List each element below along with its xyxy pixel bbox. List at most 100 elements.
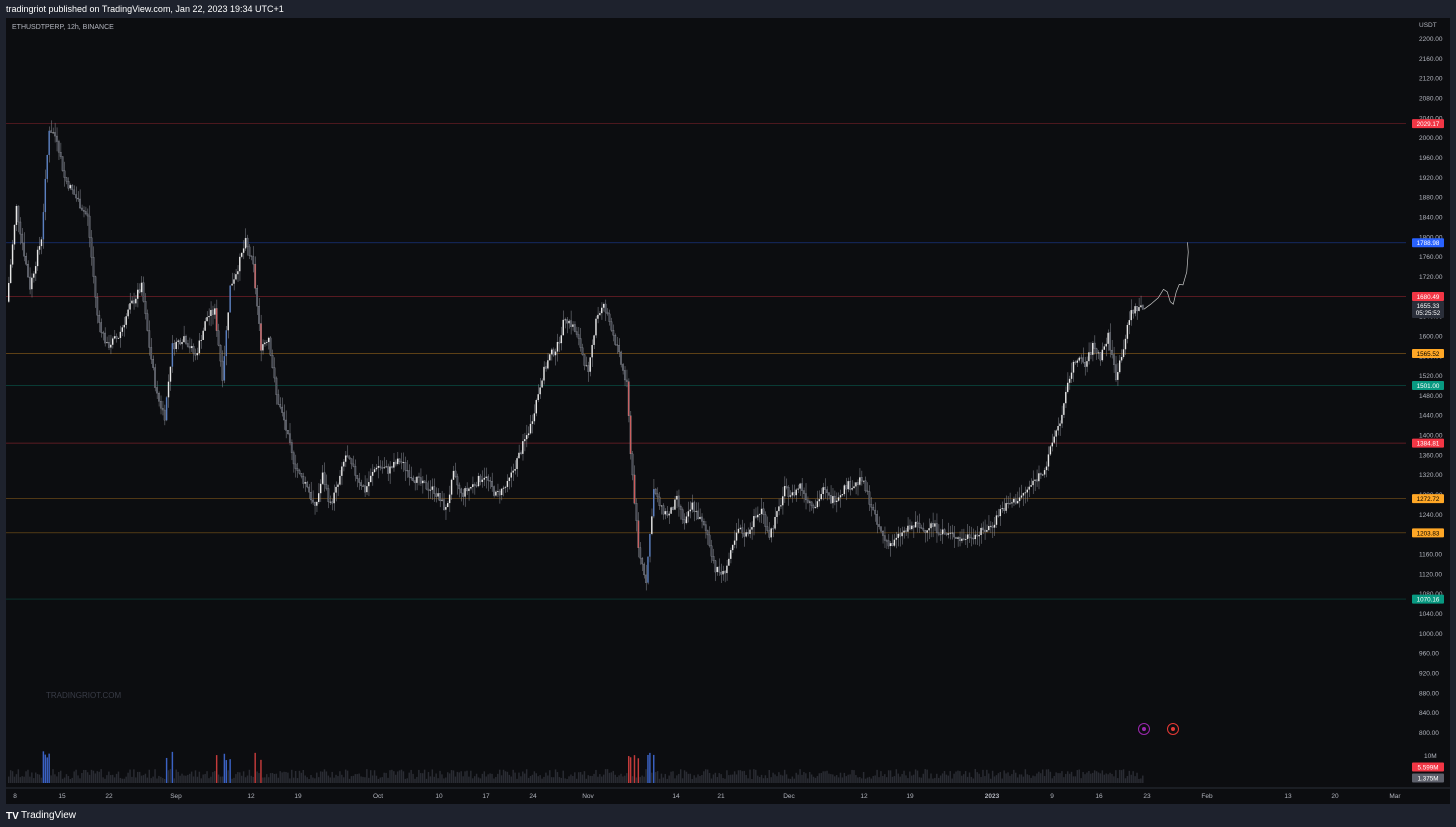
- volume-bar: [604, 769, 607, 783]
- volume-bar: [1022, 776, 1025, 783]
- volume-bar: [537, 776, 539, 783]
- tradingview-logo-icon[interactable]: TV: [6, 811, 19, 822]
- volume-bar: [749, 769, 751, 783]
- volume-bar: [391, 769, 393, 783]
- volume-bar: [86, 772, 89, 783]
- candle: [728, 558, 730, 566]
- candle: [1032, 480, 1034, 486]
- volume-bar: [939, 775, 942, 783]
- candle: [575, 331, 578, 335]
- volume-bar: [148, 769, 150, 783]
- chart-area[interactable]: USDT 2200.00 2160.00 2120.00 2080.00 2040.00 2…: [6, 18, 1450, 804]
- candle: [44, 178, 47, 213]
- volume-bar: [329, 777, 331, 783]
- candle: [8, 282, 10, 302]
- candle: [828, 492, 830, 496]
- volume-bar: [735, 774, 738, 783]
- candle: [316, 501, 318, 506]
- candle: [36, 249, 39, 267]
- candle: [706, 530, 709, 536]
- price-axis[interactable]: [1406, 18, 1450, 804]
- projection-path[interactable]: [1143, 242, 1189, 310]
- candle: [171, 343, 174, 367]
- price-chart[interactable]: USDT2200.002160.002120.002080.002040.002…: [6, 18, 1450, 804]
- volume-bar: [269, 773, 272, 783]
- y-tick-label: 1920.00: [1419, 175, 1443, 182]
- volume-bar: [899, 776, 901, 783]
- candle: [716, 566, 718, 573]
- candle: [104, 332, 106, 344]
- candle: [158, 392, 160, 402]
- volume-bar: [747, 778, 749, 783]
- candle: [481, 479, 484, 482]
- volume-bar: [154, 769, 156, 783]
- volume-bar: [466, 770, 468, 783]
- candle: [31, 277, 33, 290]
- volume-bar: [429, 776, 432, 783]
- volume-bar: [152, 776, 154, 783]
- candle: [52, 132, 54, 134]
- volume-bar: [993, 776, 996, 783]
- volume-bar: [235, 774, 237, 783]
- volume-bar: [260, 759, 262, 783]
- candle: [225, 330, 228, 357]
- volume-bar: [188, 773, 191, 783]
- candle: [803, 490, 805, 494]
- volume-bar: [839, 772, 842, 783]
- volume-bar: [579, 772, 582, 783]
- candle: [67, 181, 70, 189]
- candle: [294, 463, 297, 469]
- volume-bar: [379, 777, 382, 783]
- volume-bar: [395, 774, 397, 783]
- candle: [65, 177, 68, 182]
- volume-bar: [741, 771, 744, 783]
- candle: [851, 488, 853, 490]
- volume-bar: [316, 772, 318, 783]
- volume-bar: [404, 778, 407, 783]
- volume-bar: [302, 769, 305, 783]
- volume-bar: [658, 778, 661, 783]
- x-tick-label: 15: [58, 793, 66, 800]
- volume-bar: [1122, 769, 1125, 783]
- volume-bar: [572, 775, 574, 783]
- candle: [539, 387, 541, 395]
- candle: [165, 397, 168, 421]
- volume-bar: [516, 778, 518, 783]
- candle: [672, 507, 674, 510]
- volume-bar: [427, 772, 430, 783]
- volume-bar: [310, 774, 312, 783]
- volume-bar: [1120, 770, 1123, 783]
- candle: [1134, 306, 1136, 314]
- volume-bar: [681, 778, 684, 783]
- candle: [826, 489, 828, 493]
- candle: [1009, 503, 1011, 505]
- candle: [733, 540, 736, 545]
- volume-bar: [911, 775, 913, 783]
- candle: [937, 532, 940, 535]
- volume-bar: [920, 777, 923, 783]
- candle: [547, 360, 549, 369]
- volume-bar: [953, 773, 955, 783]
- footer-brand[interactable]: TradingView: [21, 810, 77, 821]
- candle: [974, 534, 977, 540]
- volume-bar: [498, 769, 501, 783]
- candle: [758, 514, 761, 515]
- volume-bar: [701, 775, 703, 783]
- lightning-icon[interactable]: [1138, 723, 1150, 735]
- candle: [935, 523, 938, 533]
- volume-bar: [672, 771, 674, 783]
- volume-bar: [529, 775, 532, 783]
- symbol-label[interactable]: ETHUSDTPERP, 12h, BINANCE: [12, 24, 114, 31]
- volume-bar: [33, 778, 35, 783]
- volume-bar: [217, 774, 220, 783]
- volume-bar: [346, 770, 349, 783]
- volume-bar: [441, 774, 443, 783]
- candle: [406, 470, 409, 472]
- volume-bar: [406, 778, 409, 783]
- candle: [762, 508, 765, 515]
- candle: [674, 499, 676, 510]
- volume-bar: [287, 772, 289, 783]
- volume-bar: [882, 775, 884, 783]
- us-flag-icon[interactable]: [1167, 723, 1179, 735]
- level-price-label: 1680.49: [1417, 294, 1440, 301]
